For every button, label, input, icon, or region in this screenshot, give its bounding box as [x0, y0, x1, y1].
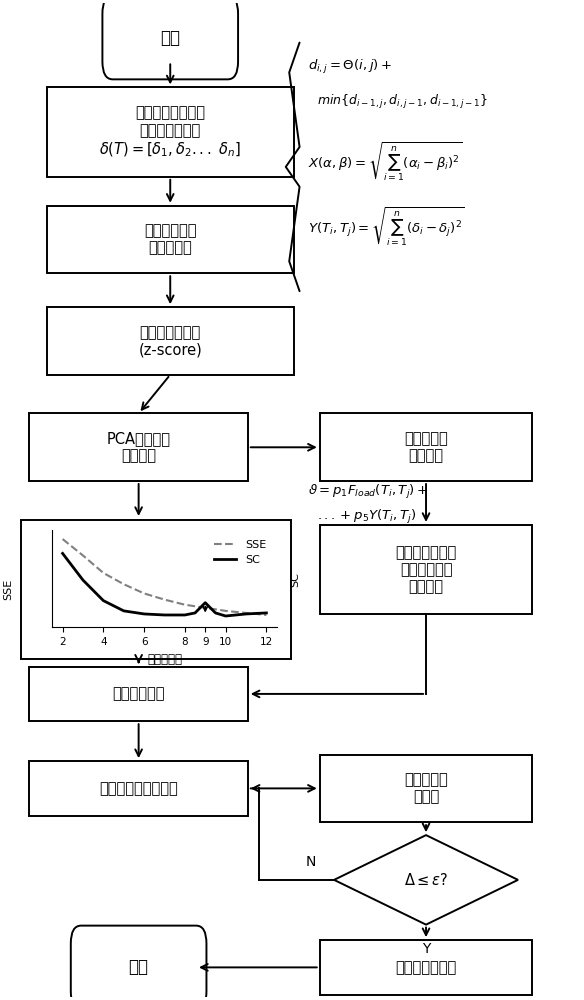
FancyBboxPatch shape — [102, 0, 238, 79]
Text: PCA计算各个
指标权重: PCA计算各个 指标权重 — [107, 431, 171, 463]
Text: SSE: SSE — [3, 579, 13, 600]
Polygon shape — [334, 835, 518, 925]
Text: $\Delta \leq \varepsilon$?: $\Delta \leq \varepsilon$? — [404, 872, 449, 888]
FancyBboxPatch shape — [319, 940, 533, 995]
FancyBboxPatch shape — [29, 761, 248, 816]
FancyBboxPatch shape — [319, 525, 533, 614]
Text: 聚类中心选取: 聚类中心选取 — [112, 686, 165, 701]
FancyBboxPatch shape — [29, 413, 248, 481]
Text: 聚类中心重
新生成: 聚类中心重 新生成 — [404, 772, 448, 805]
Text: $...+ p_5 Y(T_i,T_j)$: $...+ p_5 Y(T_i,T_j)$ — [317, 508, 416, 526]
FancyBboxPatch shape — [47, 206, 294, 273]
Text: 根据公式计算
相关性指标: 根据公式计算 相关性指标 — [144, 223, 196, 256]
Text: 开始: 开始 — [160, 29, 180, 47]
FancyBboxPatch shape — [29, 667, 248, 721]
FancyBboxPatch shape — [21, 520, 291, 659]
Text: 根据误差平方和
轮廓系数选择
聚类个数: 根据误差平方和 轮廓系数选择 聚类个数 — [395, 545, 457, 595]
Text: 输出场景及概率: 输出场景及概率 — [395, 960, 457, 975]
FancyBboxPatch shape — [71, 926, 207, 1000]
FancyBboxPatch shape — [319, 755, 533, 822]
Text: 结束: 结束 — [128, 958, 148, 976]
Text: $\vartheta = p_1 F_{load}(T_i,T_j)+$: $\vartheta = p_1 F_{load}(T_i,T_j)+$ — [308, 483, 429, 501]
Text: N: N — [306, 855, 317, 869]
Text: $min\{d_{i-1,j}, d_{i,j-1}, d_{i-1,j-1}\}$: $min\{d_{i-1,j}, d_{i,j-1}, d_{i-1,j-1}\… — [317, 93, 488, 111]
FancyBboxPatch shape — [319, 413, 533, 481]
Text: $Y(T_i,T_j) = \sqrt{\sum_{i=1}^{n}(\delta_i - \delta_j)^2}$: $Y(T_i,T_j) = \sqrt{\sum_{i=1}^{n}(\delt… — [308, 205, 465, 248]
Text: SC: SC — [291, 572, 301, 587]
Text: $X(\alpha,\beta) = \sqrt{\sum_{i=1}^{n}(\alpha_i - \beta_i)^2}$: $X(\alpha,\beta) = \sqrt{\sum_{i=1}^{n}(… — [308, 141, 463, 183]
Text: 数据提取、填补；
生成相关性曲线
$\delta(T)=[\delta_1, \delta_2... \ \delta_n]$: 数据提取、填补； 生成相关性曲线 $\delta(T)=[\delta_1, \… — [99, 105, 241, 159]
Text: 计算相似度
衡量指标: 计算相似度 衡量指标 — [404, 431, 448, 463]
FancyBboxPatch shape — [47, 307, 294, 375]
Text: 数据标准化处理
(z-score): 数据标准化处理 (z-score) — [138, 325, 202, 357]
Text: Y: Y — [422, 942, 430, 956]
Text: 对所有场景进行划分: 对所有场景进行划分 — [99, 781, 178, 796]
Text: $d_{i,j} = \Theta(i,j)+$: $d_{i,j} = \Theta(i,j)+$ — [308, 58, 392, 76]
FancyBboxPatch shape — [47, 87, 294, 177]
